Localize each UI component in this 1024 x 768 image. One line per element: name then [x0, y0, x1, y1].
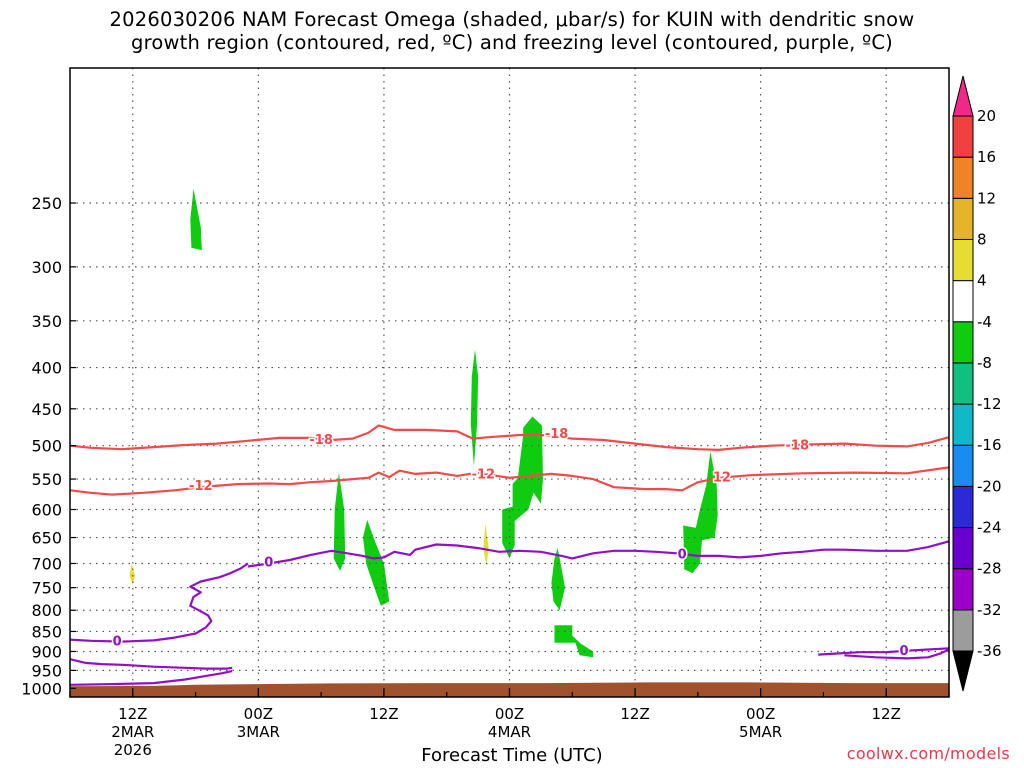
y-tick-label: 700 [31, 554, 62, 573]
colorbar-label: 16 [977, 148, 996, 166]
contour-layer [69, 424, 950, 686]
colorbar-box [952, 485, 974, 529]
omega-shaded-region [190, 188, 202, 251]
colorbar-box [952, 444, 974, 487]
y-tick-label: 850 [31, 622, 62, 641]
contour-label: 0 [264, 555, 273, 570]
y-tick-label: 550 [31, 470, 62, 489]
contour-line [69, 562, 249, 643]
x-tick-date: 2MAR [111, 723, 154, 741]
colorbar-min-triangle [952, 650, 974, 692]
colorbar-label: -36 [977, 642, 1002, 660]
y-tick-label: 400 [31, 359, 62, 378]
colorbar-label: 12 [977, 189, 996, 207]
title-line-2: growth region (contoured, red, ºC) and f… [131, 31, 893, 54]
y-tick-label: 300 [31, 258, 62, 277]
omega-shaded-region [363, 519, 390, 606]
contour-label: 0 [678, 547, 687, 562]
omega-shaded-region [470, 349, 479, 467]
contour-label: -18 [786, 438, 810, 453]
colorbar-label: -32 [977, 601, 1002, 619]
contour-line [818, 647, 950, 656]
x-tick-label: 12Z [369, 705, 398, 723]
y-tick-label: 950 [31, 661, 62, 680]
omega-shaded-region [129, 563, 135, 586]
y-tick-label: 500 [31, 437, 62, 456]
title-line-1: 2026030206 NAM Forecast Omega (shaded, μ… [109, 8, 915, 31]
omega-shaded-region [683, 451, 718, 574]
contour-label: 0 [899, 644, 908, 659]
colorbar-label: -4 [977, 313, 992, 331]
colorbar-box [952, 238, 974, 282]
contour-line [69, 670, 233, 686]
plot-frame [69, 67, 950, 698]
x-axis-title: Forecast Time (UTC) [421, 745, 603, 766]
colorbar-box [952, 527, 974, 570]
colorbar-label: -16 [977, 436, 1002, 454]
contour-line [69, 424, 950, 451]
colorbar-label: -8 [977, 354, 992, 372]
colorbar-label: 4 [977, 272, 987, 290]
y-tick-label: 900 [31, 642, 62, 661]
y-tick-label: 1000 [21, 679, 62, 698]
chart-title: 2026030206 NAM Forecast Omega (shaded, μ… [0, 8, 1024, 54]
colorbar-box [952, 321, 974, 364]
colorbar-max-triangle [952, 75, 974, 117]
contour-label: -12 [472, 467, 496, 482]
y-tick-label: 750 [31, 579, 62, 598]
contour-label: -18 [545, 427, 569, 442]
colorbar-box [952, 156, 974, 199]
colorbar-label: 8 [977, 230, 987, 248]
omega-shading-layer [129, 188, 718, 658]
contour-label: 0 [113, 635, 122, 650]
grid-layer [70, 68, 949, 697]
contour-label: -12 [189, 479, 213, 494]
x-tick-label: 00Z [244, 705, 273, 723]
y-tick-label: 600 [31, 501, 62, 520]
contour-line [69, 466, 950, 496]
colorbar-box [952, 197, 974, 240]
omega-shaded-region [502, 416, 543, 559]
contour-line [247, 540, 950, 568]
y-tick-label: 350 [31, 312, 62, 331]
x-tick-label: 12Z [118, 705, 147, 723]
colorbar-box [952, 403, 974, 446]
y-tick-label: 250 [31, 194, 62, 213]
x-tick-label: 12Z [620, 705, 649, 723]
omega-shaded-region [483, 523, 489, 566]
contour-line [844, 648, 950, 660]
colorbar-box [952, 362, 974, 405]
omega-shaded-region [554, 625, 594, 658]
contour-label: -18 [309, 433, 333, 448]
credit-text: coolwx.com/models [846, 744, 1010, 763]
colorbar: -36 -32 -28 -24 -20 -16 -12 -8 -4 4 8 12 16 20 [952, 75, 1002, 692]
x-tick-label: 12Z [872, 705, 901, 723]
x-tick-date: 4MAR [488, 723, 531, 741]
colorbar-label: -28 [977, 560, 1002, 578]
contour-label: 12 [713, 471, 731, 486]
colorbar-box [952, 280, 974, 323]
y-tick-label: 800 [31, 601, 62, 620]
contour-label-layer: -18 -18 -18 -12 -12 12 0 0 0 0 [111, 426, 910, 661]
y-tick-label: 450 [31, 400, 62, 419]
colorbar-label: -20 [977, 477, 1002, 495]
x-tick-label: 00Z [746, 705, 775, 723]
x-tick-year: 2026 [114, 741, 152, 759]
colorbar-box [952, 568, 974, 611]
omega-shaded-region [333, 472, 346, 571]
colorbar-box [952, 609, 974, 652]
contour-line [69, 658, 233, 670]
colorbar-label: 20 [977, 107, 996, 125]
x-tick-label: 00Z [495, 705, 524, 723]
colorbar-box [952, 115, 974, 158]
colorbar-label: -12 [977, 395, 1002, 413]
x-tick-date: 3MAR [237, 723, 280, 741]
y-tick-label: 650 [31, 529, 62, 548]
colorbar-label: -24 [977, 519, 1002, 537]
x-tick-date: 5MAR [739, 723, 782, 741]
omega-shaded-region [551, 548, 565, 611]
y-axis: 2503003504004505005506006507007508008509… [21, 194, 76, 698]
